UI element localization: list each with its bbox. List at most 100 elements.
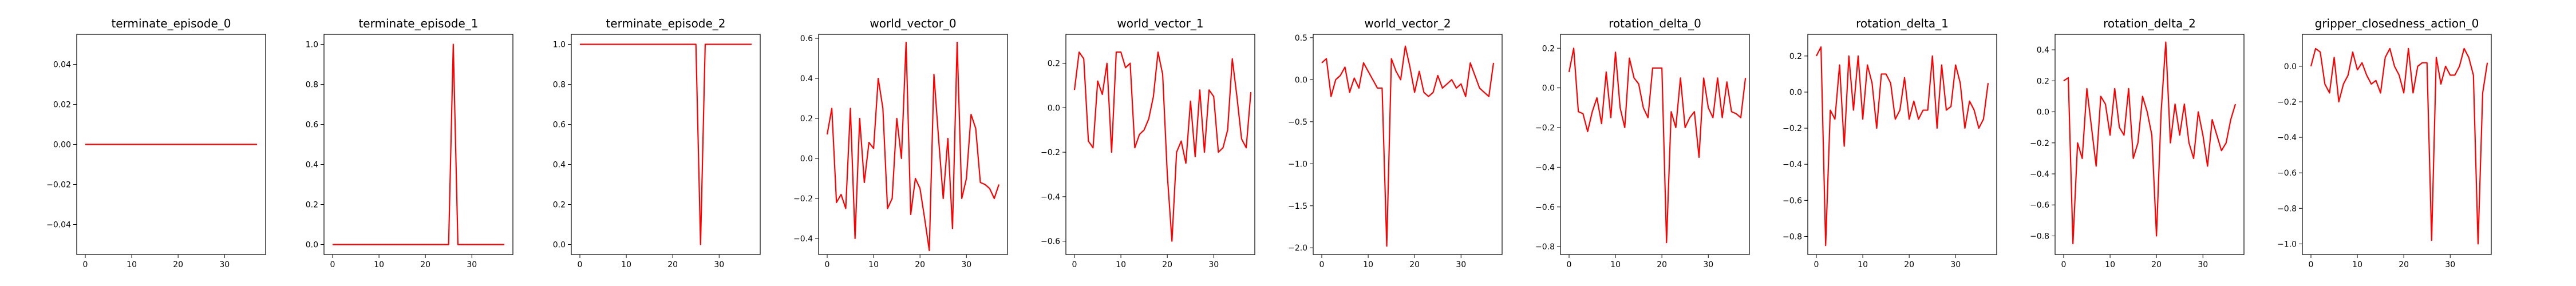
x-tick-label: 20 <box>173 260 183 269</box>
series-line <box>333 43 504 245</box>
y-tick-label: −0.2 <box>793 194 813 204</box>
y-tick-label: 0.0 <box>1789 88 1802 97</box>
y-tick-label: 0.0 <box>553 241 566 250</box>
x-tick-label: 20 <box>667 260 678 269</box>
y-tick-label: −0.6 <box>1783 196 1802 205</box>
series-line <box>1073 51 1252 242</box>
axes-frame <box>571 34 761 255</box>
x-tick-label: 0 <box>1814 260 1819 269</box>
y-tick-label: −0.8 <box>2030 232 2049 241</box>
chart-panel-2: terminate_episode_2 0 10 20 30 0.0 0.2 0.4 0.6 0.… <box>553 17 761 269</box>
x-tick-label: 10 <box>2105 260 2115 269</box>
x-tick-label: 20 <box>915 260 925 269</box>
y-tick-label: 0.00 <box>53 141 71 150</box>
x-tick-label: 10 <box>621 260 631 269</box>
chart-panel-8: rotation_delta_2 0 10 20 30 −0.8 −0.6 −0.4 −0.2 0… <box>2030 17 2245 269</box>
axes-frame <box>2055 34 2245 255</box>
x-tick-label: 20 <box>1409 260 1420 269</box>
chart-title: rotation_delta_0 <box>1609 17 1701 30</box>
axes-frame <box>1560 34 1750 255</box>
y-tick-label: 0.2 <box>1542 44 1555 53</box>
x-tick-label: 0 <box>2309 260 2314 269</box>
x-tick-label: 30 <box>219 260 230 269</box>
chart-panel-3: world_vector_0 0 10 20 30 −0.4 −0.2 0.0 0.2 0.4 0.… <box>793 17 1008 269</box>
x-tick-label: 30 <box>2198 260 2208 269</box>
y-tick-label: 0.4 <box>553 161 566 170</box>
y-tick-label: −0.5 <box>1288 118 1307 127</box>
chart-title: world_vector_1 <box>1117 17 1203 30</box>
x-tick-label: 10 <box>1363 260 1373 269</box>
y-tick-label: 0.02 <box>53 101 71 110</box>
y-tick-label: 0.2 <box>553 201 566 210</box>
y-tick-label: −0.2 <box>1041 148 1060 157</box>
x-tick-label: 30 <box>1950 260 1961 269</box>
y-tick-label: −0.6 <box>2030 201 2049 210</box>
series-line <box>1568 47 1747 244</box>
y-tick-label: 0.0 <box>306 241 318 250</box>
y-tick-label: −0.02 <box>46 181 71 190</box>
x-tick-label: 0 <box>578 260 583 269</box>
y-tick-label: 0.0 <box>800 154 813 164</box>
y-tick-label: 0.04 <box>53 61 71 70</box>
y-tick-label: −0.6 <box>1535 203 1555 212</box>
x-tick-label: 30 <box>1208 260 1219 269</box>
y-tick-label: −0.2 <box>1783 124 1802 133</box>
y-tick-label: −0.2 <box>2030 139 2049 148</box>
x-tick-label: 0 <box>825 260 830 269</box>
y-tick-label: 0.8 <box>553 81 566 90</box>
chart-title: world_vector_2 <box>1364 17 1451 30</box>
chart-title: world_vector_0 <box>870 17 956 30</box>
y-tick-label: −0.6 <box>1041 237 1060 247</box>
x-tick-label: 30 <box>1456 260 1466 269</box>
chart-panel-5: world_vector_2 0 10 20 30 −2.0 −1.5 −1.0 −0.5 0.0… <box>1288 17 1503 269</box>
series-line <box>2310 47 2488 245</box>
chart-title: terminate_episode_2 <box>606 17 725 30</box>
series-line <box>580 43 752 245</box>
y-tick-label: −0.2 <box>2277 98 2297 107</box>
y-tick-label: 0.4 <box>306 161 318 170</box>
y-tick-label: −0.4 <box>793 235 813 244</box>
x-tick-label: 30 <box>1703 260 1713 269</box>
y-tick-label: −2.0 <box>1288 244 1307 253</box>
y-tick-label: 0.8 <box>306 81 318 90</box>
axes-frame <box>2302 34 2492 255</box>
x-tick-label: 20 <box>1162 260 1172 269</box>
y-tick-label: 1.0 <box>553 41 566 50</box>
y-tick-label: 0.6 <box>800 34 813 43</box>
y-tick-label: −0.8 <box>2277 204 2297 213</box>
y-tick-label: 1.0 <box>306 41 318 50</box>
x-tick-label: 0 <box>1567 260 1572 269</box>
x-tick-label: 20 <box>2399 260 2409 269</box>
y-tick-label: −0.8 <box>1783 232 1802 241</box>
chart-panel-9: gripper_closedness_action_0 0 10 20 30 −1.0 −0… <box>2277 17 2492 269</box>
chart-title: gripper_closedness_action_0 <box>2315 17 2479 30</box>
x-tick-label: 10 <box>374 260 384 269</box>
chart-title: rotation_delta_1 <box>1856 17 1949 30</box>
chart-panel-4: world_vector_1 0 10 20 30 −0.6 −0.4 −0.2 0.0 0.2 <box>1041 17 1255 269</box>
x-tick-label: 30 <box>961 260 971 269</box>
x-tick-label: 20 <box>420 260 430 269</box>
y-tick-label: −0.6 <box>2277 169 2297 178</box>
y-tick-label: 0.2 <box>1789 52 1802 61</box>
x-tick-label: 0 <box>1319 260 1325 269</box>
x-tick-label: 20 <box>1657 260 1667 269</box>
y-tick-label: 0.0 <box>2037 108 2049 117</box>
chart-title: terminate_episode_1 <box>358 17 478 30</box>
chart-title: terminate_episode_0 <box>111 17 231 30</box>
x-tick-label: 20 <box>2151 260 2162 269</box>
x-tick-label: 30 <box>467 260 477 269</box>
y-tick-label: 0.5 <box>1295 34 1307 43</box>
chart-panel-7: rotation_delta_1 0 10 20 30 −0.8 −0.6 −0.4 −0.2 0… <box>1783 17 1997 269</box>
y-tick-label: 0.6 <box>553 121 566 130</box>
y-tick-label: −0.4 <box>1041 193 1060 202</box>
y-tick-label: 0.0 <box>1542 84 1555 93</box>
series-line <box>826 41 1000 252</box>
x-tick-label: 30 <box>714 260 724 269</box>
y-tick-label: −1.0 <box>2277 240 2297 249</box>
chart-title: rotation_delta_2 <box>2103 17 2196 30</box>
y-tick-label: −0.4 <box>2030 170 2049 179</box>
y-tick-label: −0.8 <box>1535 243 1555 252</box>
chart-panel-6: rotation_delta_0 0 10 20 30 −0.8 −0.6 −0.4 −0.2 0… <box>1535 17 1750 269</box>
axes-frame <box>1313 34 1503 255</box>
